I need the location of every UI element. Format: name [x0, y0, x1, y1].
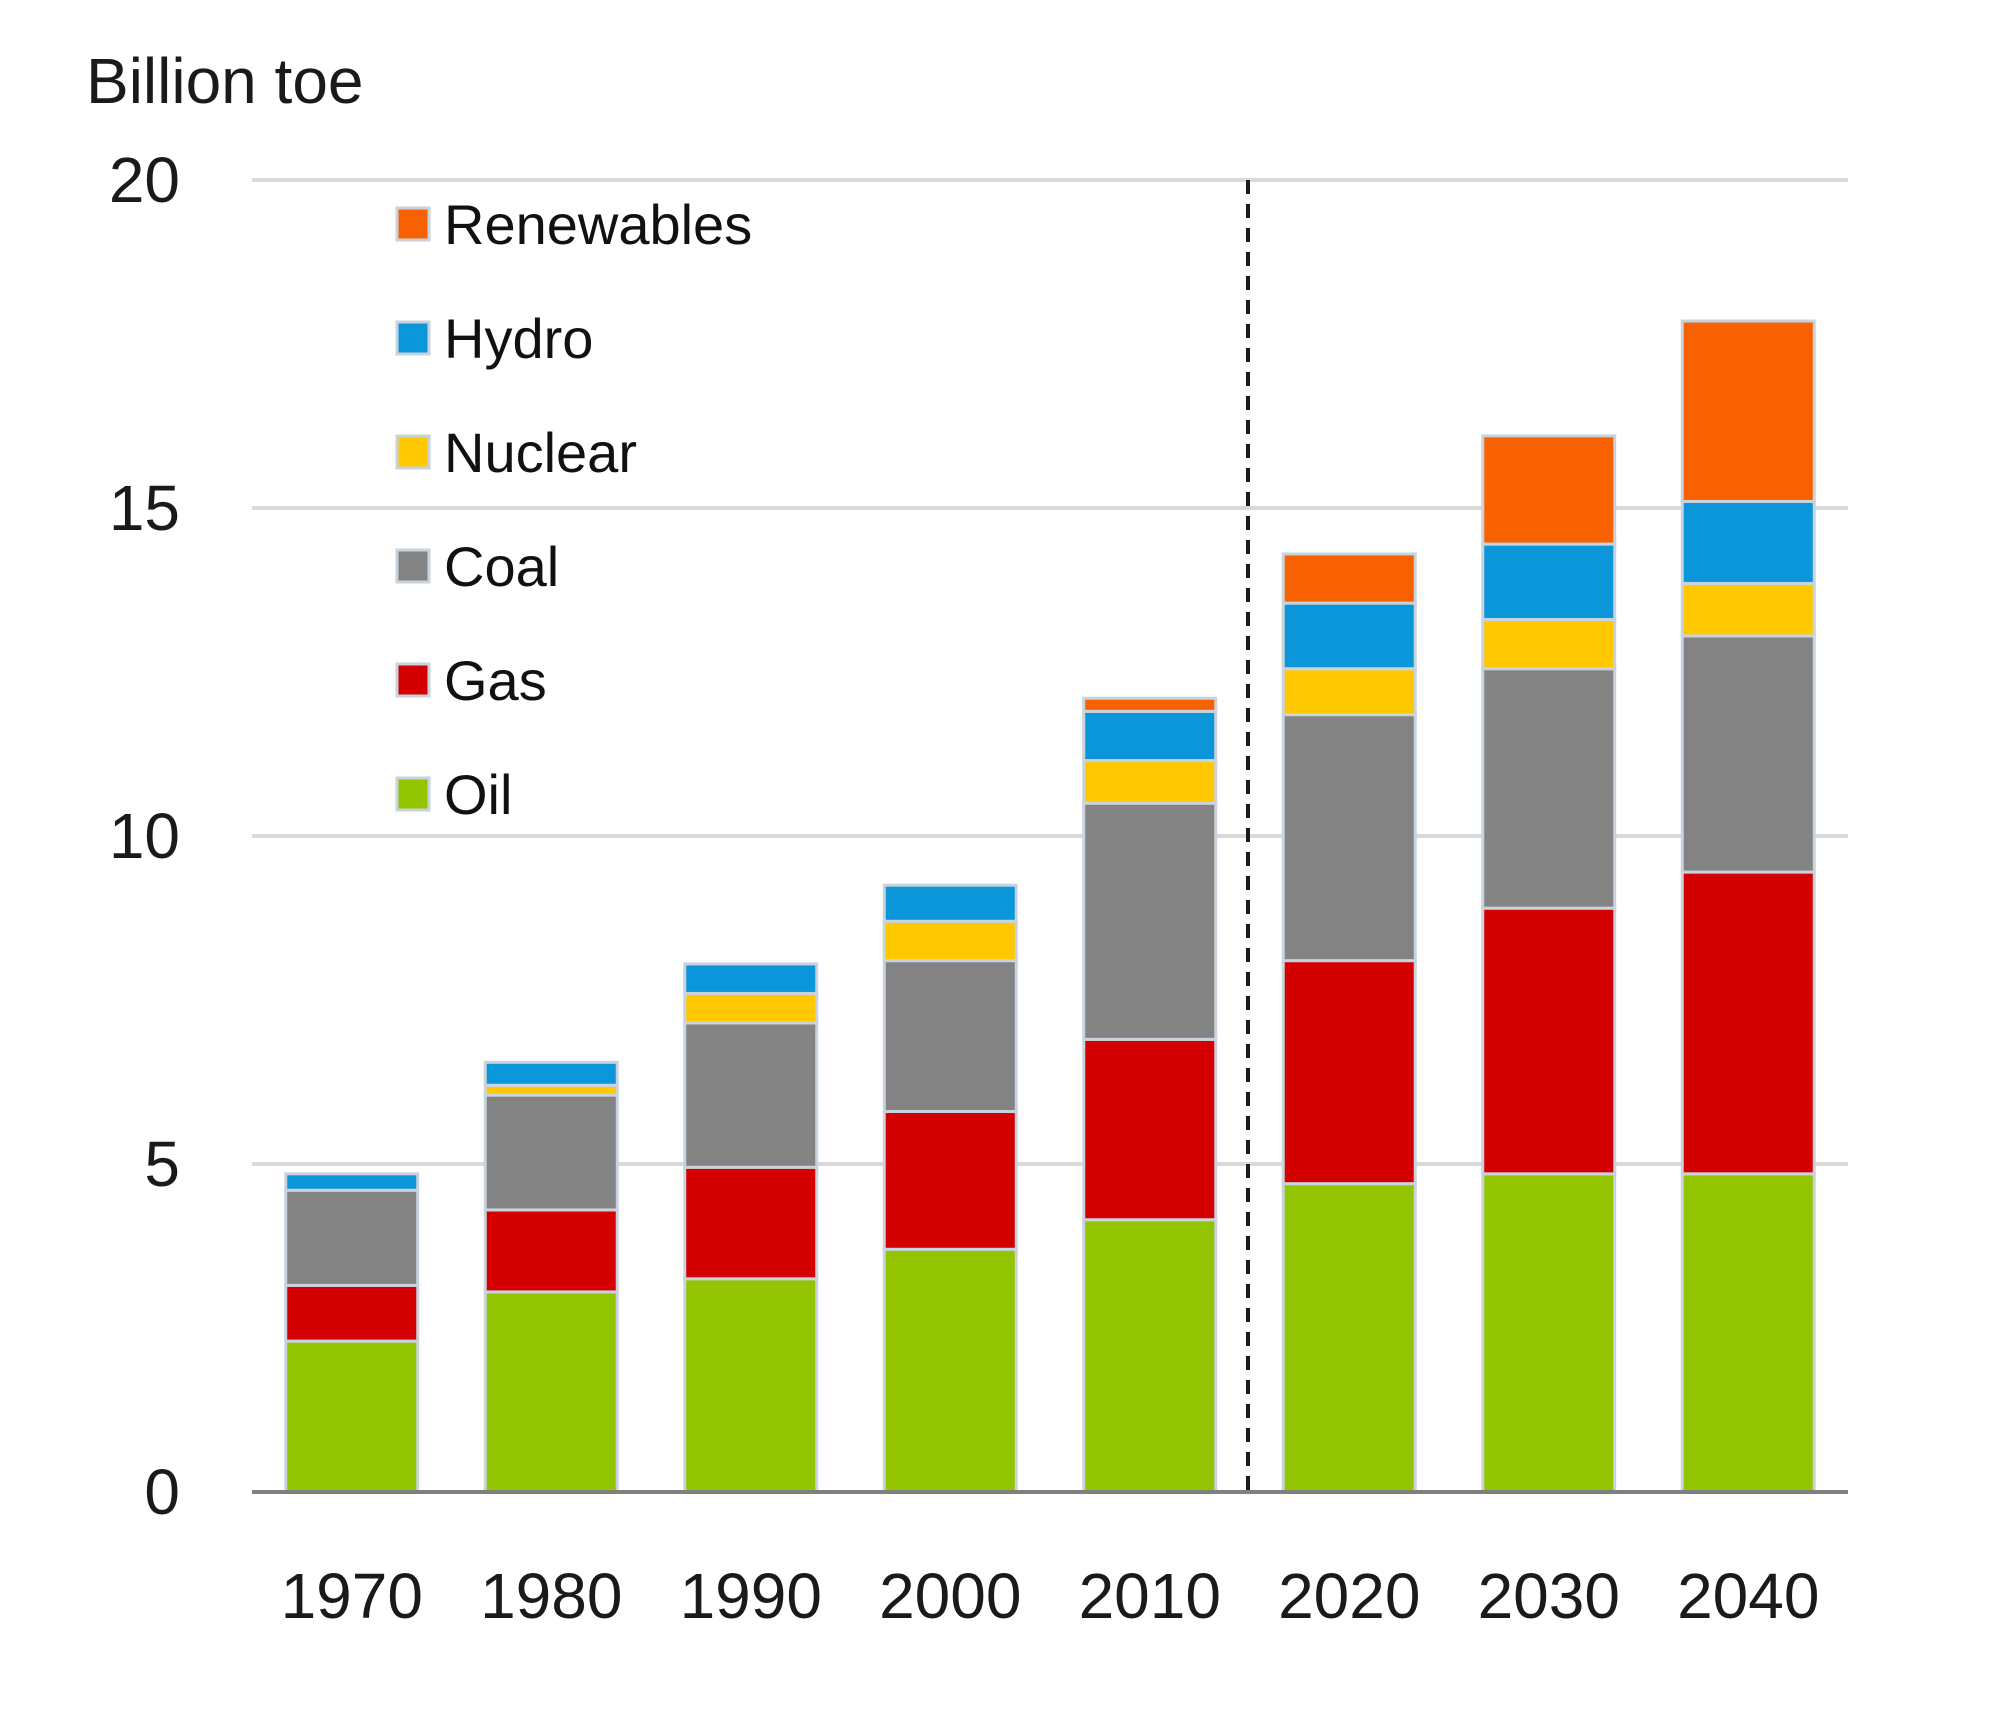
bar-segment-gas-1980: [483, 1208, 619, 1294]
x-tick-label: 2000: [879, 1560, 1021, 1632]
x-axis-ticks: 1970 1980 1990 2000 2010 2020 2030 2040: [281, 1560, 1820, 1632]
bar-segment-hydro-1990: [683, 962, 819, 995]
stacked-bars: [284, 319, 1816, 1494]
bar-segment-nuclear-2010: [1082, 759, 1218, 805]
legend-swatch: [395, 434, 431, 470]
bar-segment-gas-1970: [284, 1283, 420, 1343]
legend-swatch: [395, 548, 431, 584]
y-tick-label: 5: [144, 1128, 180, 1200]
bar-segment-hydro-2000: [882, 883, 1018, 923]
y-tick-label: 20: [109, 144, 180, 216]
bar-segment-oil-2010: [1082, 1218, 1218, 1494]
legend: Renewables Hydro Nuclear Coal Gas Oil: [395, 193, 752, 826]
legend-item-hydro: Hydro: [395, 307, 593, 370]
y-axis-ticks: 0 5 10 15 20: [109, 144, 180, 1528]
bar-segment-coal-2000: [882, 959, 1018, 1114]
legend-swatch: [395, 662, 431, 698]
bar-segment-nuclear-2040: [1680, 581, 1816, 638]
legend-swatch: [395, 320, 431, 356]
legend-label: Gas: [444, 649, 547, 712]
legend-label: Oil: [444, 763, 512, 826]
bar-segment-renewables-2010: [1082, 696, 1218, 713]
legend-item-coal: Coal: [395, 535, 559, 598]
bar-segment-hydro-2020: [1281, 601, 1417, 671]
bar-segment-hydro-2040: [1680, 499, 1816, 585]
bar-stack-1980: [483, 1060, 619, 1494]
bar-segment-coal-1970: [284, 1188, 420, 1287]
bar-stack-2010: [1082, 696, 1218, 1494]
bar-segment-hydro-1980: [483, 1060, 619, 1087]
bar-segment-oil-1980: [483, 1290, 619, 1494]
legend-item-oil: Oil: [395, 763, 512, 826]
y-tick-label: 10: [109, 800, 180, 872]
bar-segment-nuclear-2030: [1481, 618, 1617, 671]
x-tick-label: 1970: [281, 1560, 423, 1632]
legend-label: Coal: [444, 535, 559, 598]
y-tick-label: 0: [144, 1456, 180, 1528]
legend-swatch: [395, 776, 431, 812]
bar-segment-hydro-2010: [1082, 709, 1218, 763]
bar-segment-hydro-1970: [284, 1172, 420, 1192]
x-tick-label: 2030: [1478, 1560, 1620, 1632]
y-tick-label: 15: [109, 472, 180, 544]
bar-segment-coal-2030: [1481, 667, 1617, 910]
bar-segment-coal-1990: [683, 1021, 819, 1169]
bar-stack-2020: [1281, 552, 1417, 1494]
bar-stack-2030: [1481, 434, 1617, 1494]
bar-stack-2000: [882, 883, 1018, 1494]
legend-item-nuclear: Nuclear: [395, 421, 637, 484]
bar-segment-renewables-2020: [1281, 552, 1417, 605]
x-tick-label: 1980: [480, 1560, 622, 1632]
bar-segment-coal-2020: [1281, 713, 1417, 963]
bar-segment-oil-1990: [683, 1277, 819, 1494]
bar-segment-renewables-2040: [1680, 319, 1816, 503]
x-tick-label: 2040: [1677, 1560, 1819, 1632]
bar-segment-renewables-2030: [1481, 434, 1617, 546]
bar-segment-gas-2030: [1481, 906, 1617, 1176]
legend-item-renewables: Renewables: [395, 193, 752, 256]
bar-stack-1970: [284, 1172, 420, 1494]
legend-label: Renewables: [444, 193, 752, 256]
bar-stack-1990: [683, 962, 819, 1494]
bar-segment-nuclear-1990: [683, 991, 819, 1025]
legend-label: Nuclear: [444, 421, 637, 484]
bar-segment-hydro-2030: [1481, 542, 1617, 622]
bar-segment-oil-2000: [882, 1247, 1018, 1494]
bar-segment-oil-2030: [1481, 1172, 1617, 1494]
bar-segment-coal-1980: [483, 1093, 619, 1212]
x-tick-label: 1990: [680, 1560, 822, 1632]
bar-segment-gas-2040: [1680, 870, 1816, 1176]
bar-segment-gas-2010: [1082, 1037, 1218, 1222]
bar-segment-nuclear-2000: [882, 919, 1018, 963]
bar-segment-gas-2000: [882, 1110, 1018, 1251]
bar-segment-nuclear-2020: [1281, 667, 1417, 717]
bar-segment-coal-2040: [1680, 634, 1816, 874]
legend-item-gas: Gas: [395, 649, 547, 712]
x-tick-label: 2020: [1278, 1560, 1420, 1632]
legend-label: Hydro: [444, 307, 593, 370]
bar-segment-oil-2020: [1281, 1182, 1417, 1494]
bar-segment-gas-1990: [683, 1165, 819, 1281]
y-axis-unit-label: Billion toe: [86, 45, 364, 117]
bar-segment-gas-2020: [1281, 959, 1417, 1186]
bar-segment-coal-2010: [1082, 801, 1218, 1041]
legend-swatch: [395, 206, 431, 242]
bar-segment-oil-2040: [1680, 1172, 1816, 1494]
x-tick-label: 2010: [1079, 1560, 1221, 1632]
bar-stack-2040: [1680, 319, 1816, 1494]
bar-segment-oil-1970: [284, 1339, 420, 1494]
